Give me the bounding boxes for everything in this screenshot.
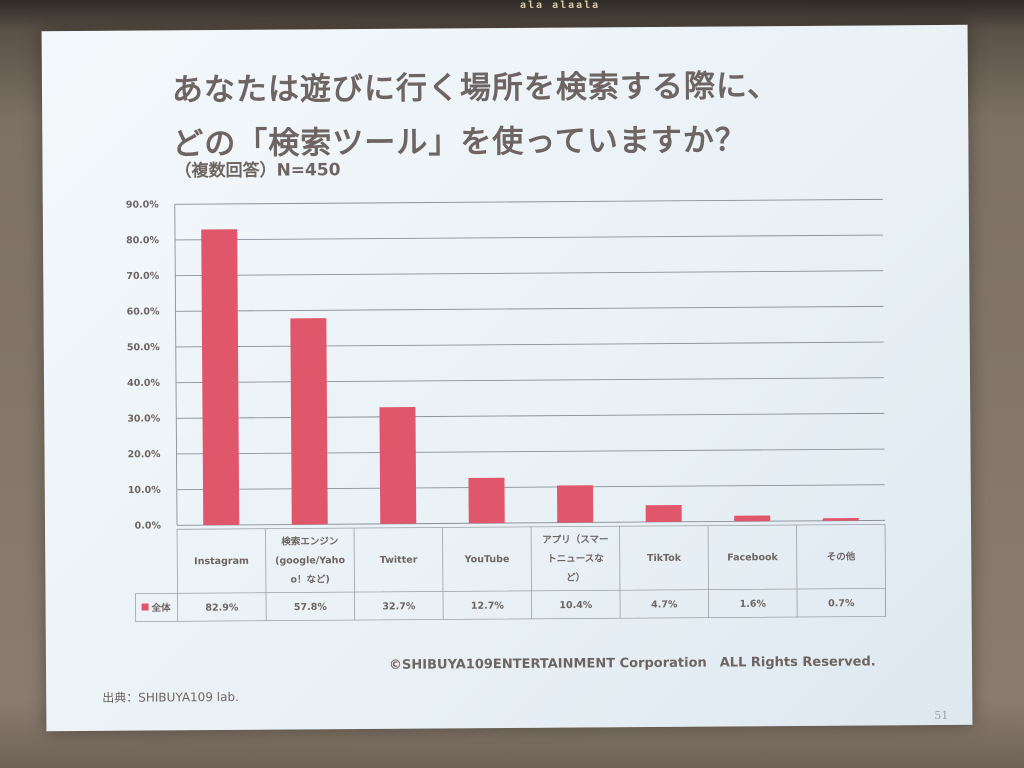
value-label-1: 82.9% [205, 602, 239, 613]
bar-chart: 0.0% 10.0% 20.0% 30.0% 40.0% 50.0% 60.0% 70.0% 8… [126, 198, 887, 623]
bar-1 [201, 229, 240, 526]
gridline [177, 519, 886, 526]
bar-8 [822, 518, 859, 521]
bar-6 [645, 505, 682, 523]
value-label-3: 32.7% [382, 601, 416, 612]
y-tick-label: 20.0% [128, 449, 162, 460]
data-table-column-divider [530, 526, 533, 619]
data-table-column-divider [619, 526, 621, 619]
y-tick-label: 70.0% [126, 271, 160, 282]
value-label-6: 4.7% [651, 599, 678, 610]
value-label-2: 57.8% [294, 602, 328, 613]
gridline [176, 448, 885, 455]
bar-4 [468, 477, 505, 524]
y-tick-label: 80.0% [126, 235, 160, 246]
data-table-column-divider [442, 527, 444, 620]
bar-3 [379, 407, 417, 524]
gridline [175, 270, 884, 277]
copyright-notice: ©SHIBUYA109ENTERTAINMENT Corporation ALL… [388, 654, 876, 673]
y-tick-label: 30.0% [127, 413, 161, 424]
background-sign-text: ala alaala [520, 0, 601, 11]
y-tick-label: 90.0% [126, 199, 160, 210]
source-note: 出典：SHIBUYA109 lab. [102, 689, 239, 705]
bar-7 [734, 515, 771, 522]
data-table-column-divider [353, 528, 356, 621]
data-table-column-divider [884, 524, 887, 617]
gridline [174, 198, 883, 205]
bar-5 [557, 485, 594, 523]
gridline [175, 341, 884, 348]
legend-series-name: 全体 [151, 602, 172, 614]
category-label-1: Instagram [194, 556, 249, 567]
page-number: 51 [934, 708, 949, 723]
category-label-8: その他 [827, 551, 856, 563]
y-tick-label: 60.0% [127, 306, 161, 317]
category-label-5: アプリ（スマートニュースなど） [542, 533, 609, 583]
y-axis-line [174, 204, 178, 526]
category-label-6: TikTok [647, 553, 682, 564]
gridline [176, 484, 885, 491]
legend-swatch [141, 603, 149, 611]
value-label-7: 1.6% [740, 599, 767, 610]
data-table-column-divider [265, 528, 267, 621]
presentation-slide: あなたは遊びに行く場所を検索する際に、 どの「検索ツール」を使っていますか？ （… [41, 24, 973, 732]
gridline [175, 305, 884, 312]
category-label-4: YouTube [464, 554, 510, 565]
y-tick-label: 10.0% [128, 485, 162, 496]
category-label-3: Twitter [380, 555, 418, 566]
value-label-8: 0.7% [828, 598, 855, 609]
y-tick-label: 40.0% [127, 378, 161, 389]
category-label-2: 検索エンジン(google/Yaho o！など) [275, 535, 346, 585]
category-label-7: Facebook [727, 552, 778, 563]
value-label-5: 10.4% [559, 600, 593, 611]
value-label-4: 12.7% [471, 601, 505, 612]
data-table-column-divider [796, 524, 798, 617]
data-table-column-divider [707, 525, 710, 618]
gridline [175, 234, 884, 241]
data-table-value-row [135, 587, 887, 623]
y-tick-label: 50.0% [127, 342, 161, 353]
data-table-column-divider [176, 529, 179, 622]
y-tick-label: 0.0% [135, 520, 162, 531]
bar-2 [290, 318, 328, 525]
gridline [176, 377, 885, 384]
gridline [176, 412, 885, 419]
